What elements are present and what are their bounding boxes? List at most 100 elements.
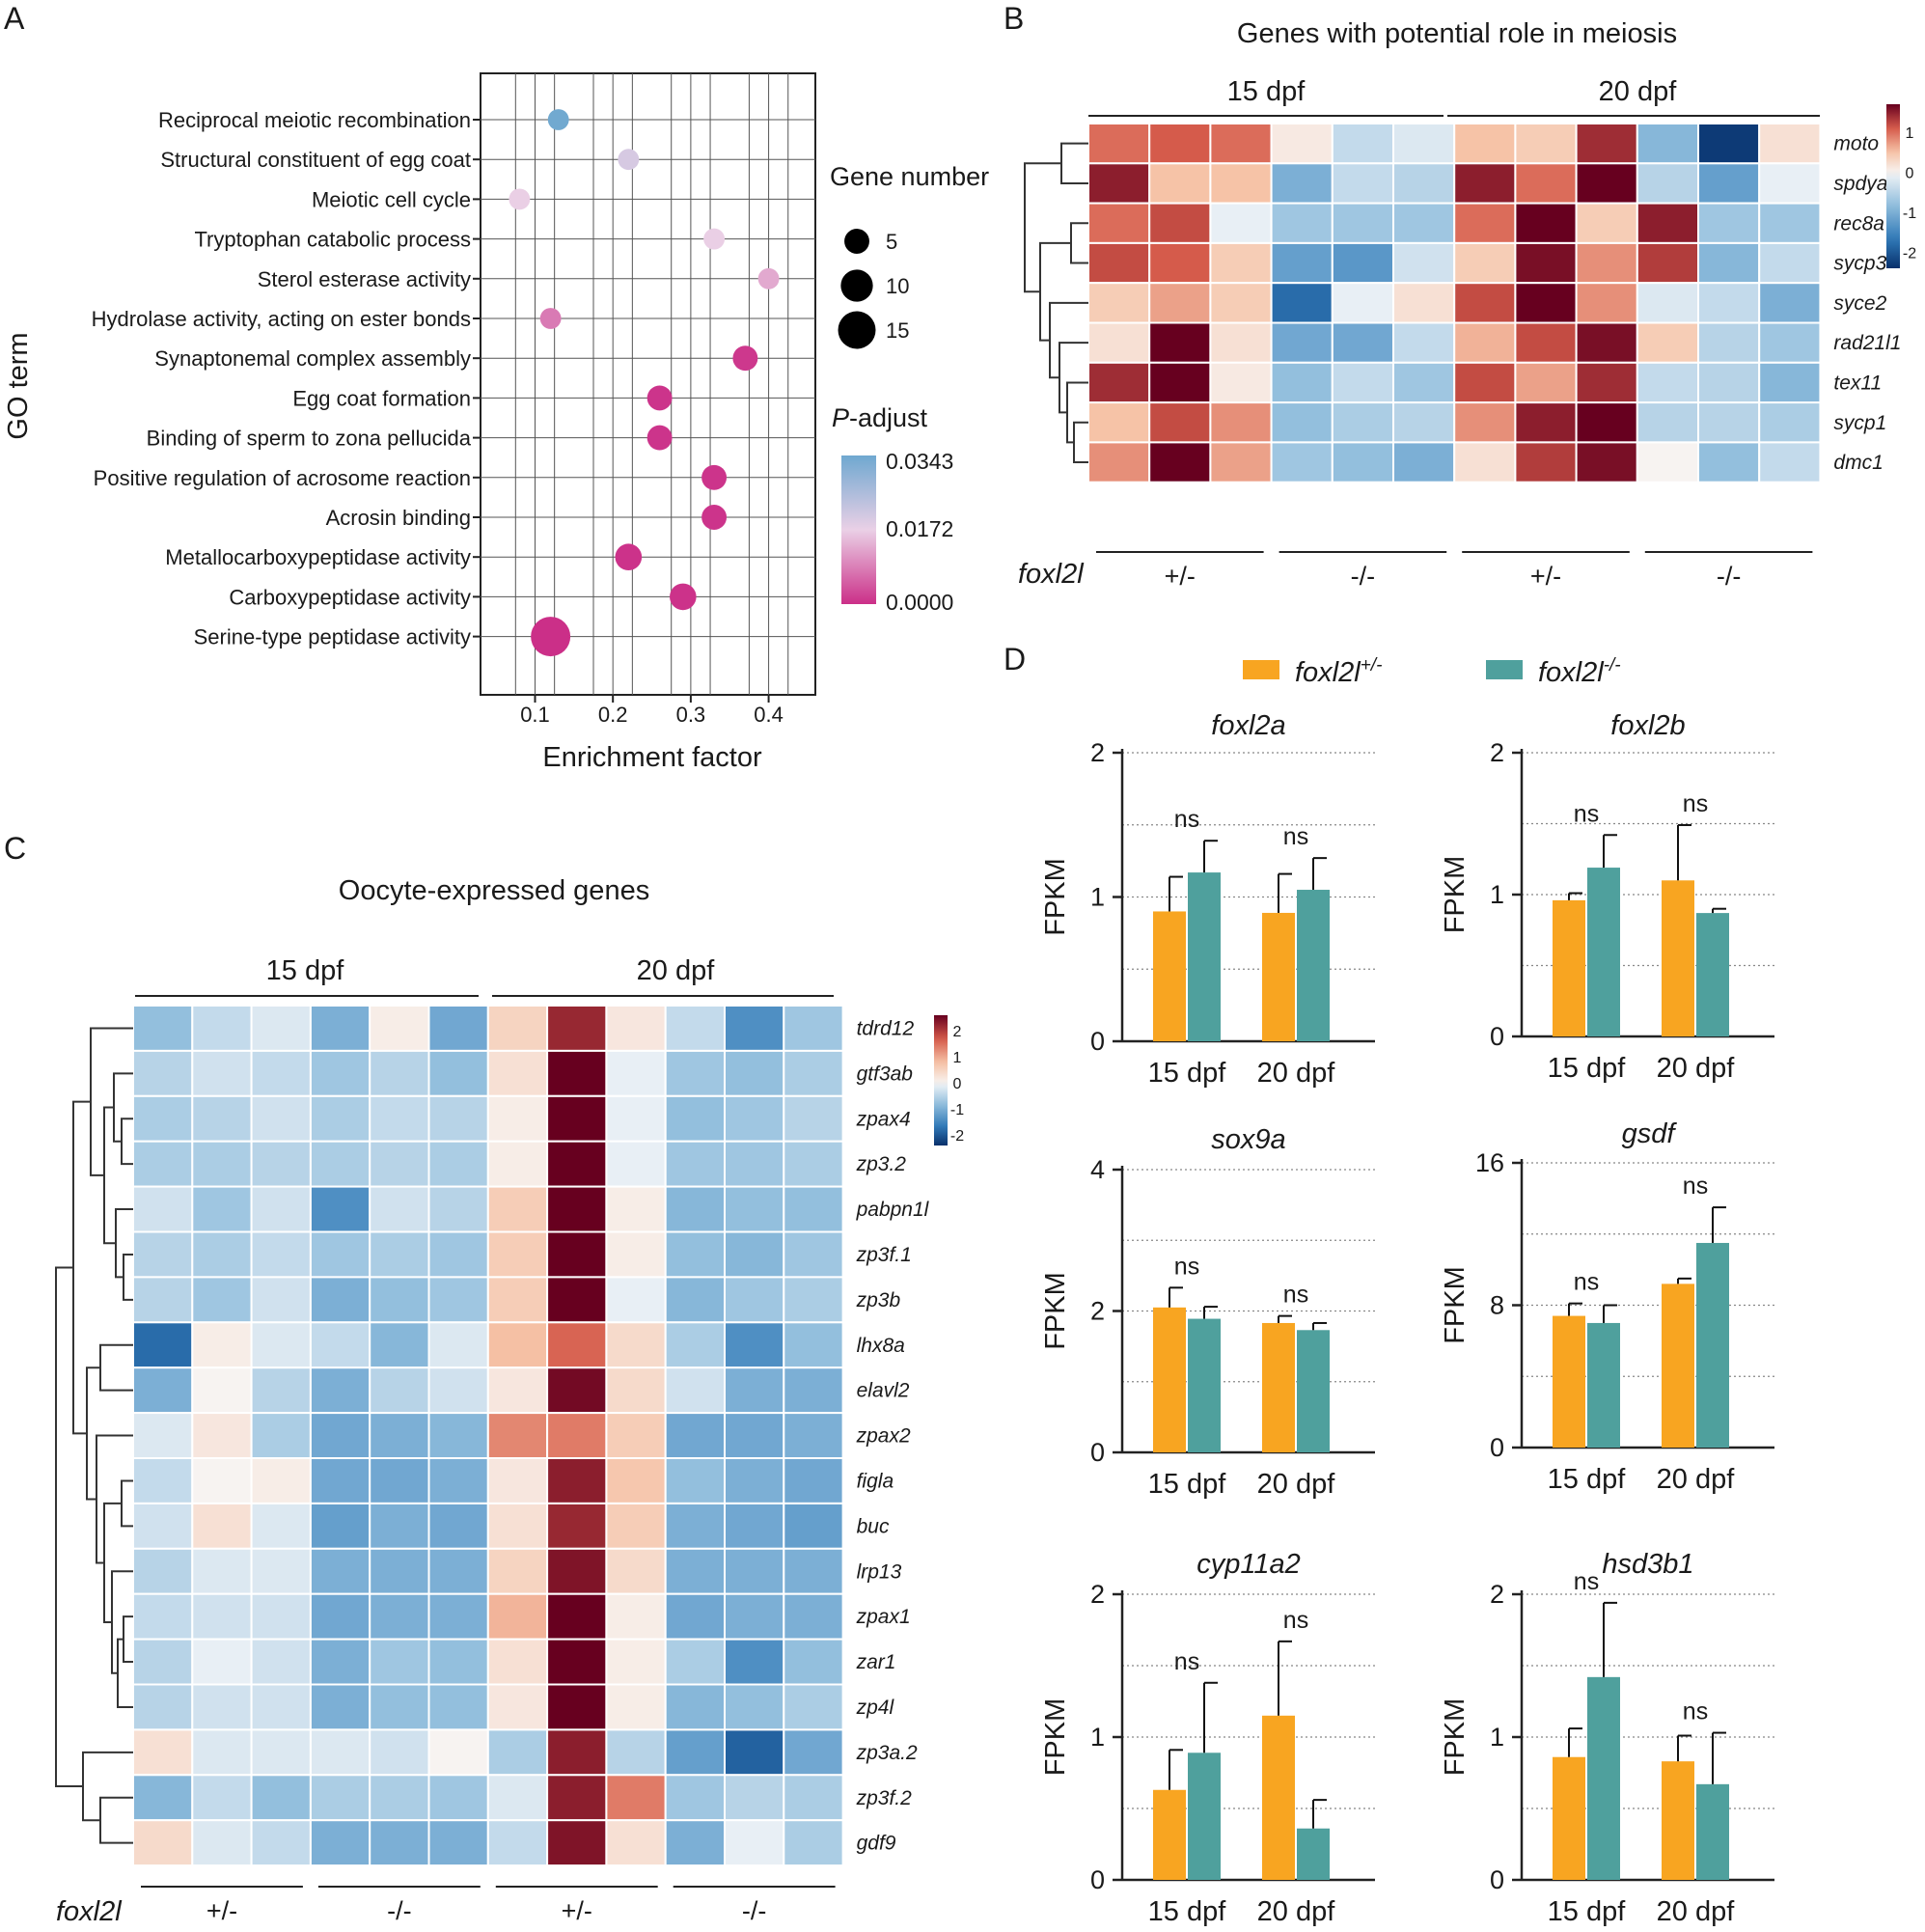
heatmap-cell xyxy=(486,1728,549,1777)
color-legend-title-p: P xyxy=(832,403,849,432)
colorbar-tick-label: -2 xyxy=(1903,245,1916,262)
genotype-label: -/- xyxy=(1717,562,1741,591)
heatmap-cell xyxy=(546,1728,608,1777)
dendrogram-branch xyxy=(82,1751,133,1822)
heatmap-cell xyxy=(1575,241,1638,285)
y-tick-label: 1 xyxy=(1490,880,1504,909)
heatmap-cell xyxy=(1636,441,1700,483)
heatmap-cell xyxy=(1758,361,1822,404)
go-term-dot xyxy=(615,543,643,570)
heatmap-cell xyxy=(369,1592,430,1641)
y-axis-label: FPKM xyxy=(1040,858,1071,936)
heatmap-cell xyxy=(724,1276,785,1324)
heatmap-cell xyxy=(783,1366,844,1415)
dendrogram-branch xyxy=(55,1266,83,1788)
subplot-cyp11a2: 0 1 2 cyp11a2 FPKM ns 15 dpf ns 20 dpf xyxy=(1040,1549,1375,1927)
heatmap-cell xyxy=(783,1140,844,1188)
heatmap-cell xyxy=(309,1140,371,1188)
color-legend-tick-mid: 0.0172 xyxy=(886,516,953,541)
heatmap-cell xyxy=(664,1592,727,1641)
heatmap-cell xyxy=(1636,162,1700,205)
heatmap-cell xyxy=(309,1185,371,1233)
x-tick-label: 20 dpf xyxy=(1657,1053,1736,1084)
heatmap-cell xyxy=(1575,361,1638,404)
size-legend-label: 5 xyxy=(886,230,897,254)
bar-het xyxy=(1553,1756,1585,1880)
panel-c-row-labels: tdrd12 gtf3ab zpax4 zp3.2 pabpn1l zp3f.1 zp3b l… xyxy=(856,1017,930,1854)
panel-c-group-20dpf: 20 dpf xyxy=(637,955,716,986)
heatmap-cell xyxy=(132,1638,194,1686)
heatmap-cell xyxy=(1636,321,1700,364)
go-term-dot xyxy=(701,505,728,530)
heatmap-cell xyxy=(486,1049,549,1097)
heatmap-cell xyxy=(191,1592,253,1641)
go-term-label: Sterol esterase activity xyxy=(258,267,471,291)
heatmap-cell xyxy=(783,1683,844,1731)
heatmap-cell xyxy=(1697,321,1761,364)
heatmap-cell xyxy=(132,1547,194,1595)
significance-label: ns xyxy=(1283,1607,1308,1634)
heatmap-cell xyxy=(191,1457,253,1504)
heatmap-cell xyxy=(427,1321,489,1369)
heatmap-cell xyxy=(191,1774,253,1822)
go-term-label: Meiotic cell cycle xyxy=(312,187,471,211)
panel-a-x-axis-label: Enrichment factor xyxy=(542,742,762,773)
genotype-label: +/- xyxy=(1165,562,1196,591)
panel-d-legend: foxl2l+/- foxl2l-/- xyxy=(1243,655,1621,688)
heatmap-cell xyxy=(309,1638,371,1686)
panel-a-x-tick-label: 0.2 xyxy=(598,703,628,727)
heatmap-cell xyxy=(427,1774,489,1822)
gene-row-label: zp4l xyxy=(856,1697,895,1719)
bar-ko xyxy=(1587,1676,1620,1880)
panel-c-genotype-label: foxl2l xyxy=(56,1896,123,1927)
heatmap-cell xyxy=(1270,162,1334,205)
heatmap-cell xyxy=(1148,401,1212,444)
heatmap-cell xyxy=(605,1321,667,1369)
color-legend-title: P-adjust xyxy=(832,403,928,432)
colorbar-tick-label: -2 xyxy=(950,1128,964,1145)
heatmap-cell xyxy=(1087,401,1151,444)
heatmap-cell xyxy=(546,1592,608,1641)
go-term-dot xyxy=(646,425,673,451)
gene-row-label: rec8a xyxy=(1833,212,1884,235)
heatmap-cell xyxy=(309,1321,371,1369)
heatmap-cell xyxy=(191,1140,253,1188)
heatmap-cell xyxy=(250,1276,312,1324)
heatmap-cell xyxy=(783,1321,844,1369)
heatmap-cell xyxy=(1514,241,1578,285)
heatmap-cell xyxy=(486,1366,549,1415)
dendrogram-branch xyxy=(121,1118,133,1166)
heatmap-cell xyxy=(1514,202,1578,244)
heatmap-cell xyxy=(369,1230,430,1279)
x-tick-label: 20 dpf xyxy=(1257,1469,1336,1500)
heatmap-cell xyxy=(1331,401,1395,444)
heatmap-cell xyxy=(724,1502,785,1550)
heatmap-cell xyxy=(605,1683,667,1731)
heatmap-cell xyxy=(309,1005,371,1052)
heatmap-cell xyxy=(1331,202,1395,244)
heatmap-cell xyxy=(1758,321,1822,364)
go-term-label: Tryptophan catabolic process xyxy=(194,228,471,252)
gene-row-label: rad21l1 xyxy=(1833,332,1901,354)
legend-label-ko-base: foxl2l xyxy=(1538,657,1605,688)
panel-b-group-15dpf: 15 dpf xyxy=(1227,76,1306,107)
subplot-title: cyp11a2 xyxy=(1196,1549,1301,1580)
heatmap-cell xyxy=(724,1230,785,1279)
heatmap-cell xyxy=(664,1638,727,1686)
heatmap-cell xyxy=(1453,202,1517,244)
heatmap-cell xyxy=(1758,123,1822,165)
heatmap-cell xyxy=(1148,123,1212,165)
heatmap-cell xyxy=(1575,202,1638,244)
heatmap-cell xyxy=(1331,441,1395,483)
colorbar-tick-label: 1 xyxy=(953,1050,962,1066)
gene-row-label: zp3f.1 xyxy=(856,1244,912,1266)
gene-row-label: buc xyxy=(857,1515,890,1537)
heatmap-cell xyxy=(1392,361,1456,404)
heatmap-cell xyxy=(546,1005,608,1052)
panel-a-x-tick-label: 0.3 xyxy=(676,703,706,727)
panel-c-genotype-labels: +/- -/- +/- -/- xyxy=(141,1886,836,1925)
go-term-dot xyxy=(670,583,697,611)
heatmap-cell xyxy=(546,1049,608,1097)
